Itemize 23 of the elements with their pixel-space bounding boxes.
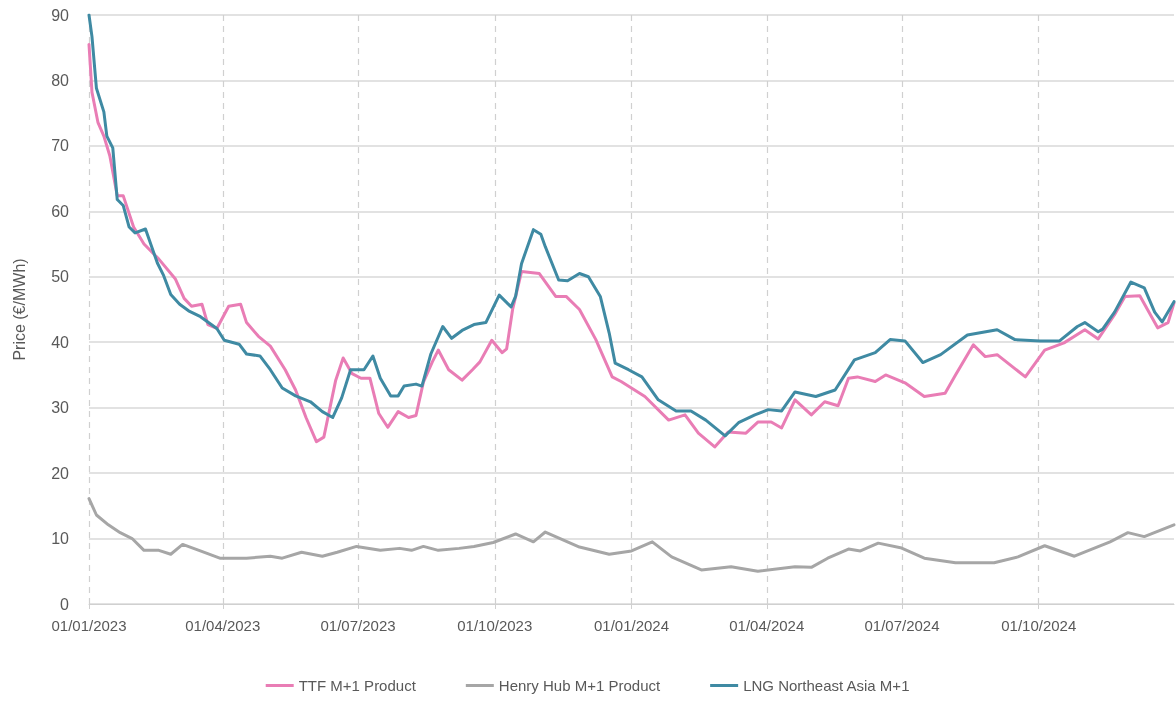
line-series [87,497,1176,573]
y-tick-label: 60 [51,202,70,220]
y-tick-label: 20 [51,464,70,482]
y-axis-title: Price (€/MWh) [10,258,28,361]
x-tick-label: 01/01/2023 [51,617,127,634]
y-tick-label: 50 [51,268,70,286]
x-tick-label: 01/10/2024 [1001,617,1077,634]
x-tick-label: 01/07/2023 [320,617,396,634]
x-tick-label: 01/04/2023 [185,617,261,634]
y-tick-label: 70 [51,137,70,155]
x-tick-label: 01/04/2024 [729,617,805,634]
legend-label: LNG Northeast Asia M+1 [743,677,910,694]
y-tick-label: 10 [51,530,70,548]
y-tick-label: 0 [60,595,70,613]
x-tick-label: 01/07/2024 [864,617,940,634]
x-tick-label: 01/10/2023 [457,617,533,634]
legend-label: Henry Hub M+1 Product [498,677,661,694]
y-tick-label: 80 [51,71,70,89]
x-tick-label: 01/01/2024 [593,617,670,634]
y-tick-label: 30 [51,399,70,417]
legend-label: TTF M+1 Product [298,677,417,694]
y-tick-label: 40 [51,333,70,351]
y-tick-label: 90 [51,6,70,24]
